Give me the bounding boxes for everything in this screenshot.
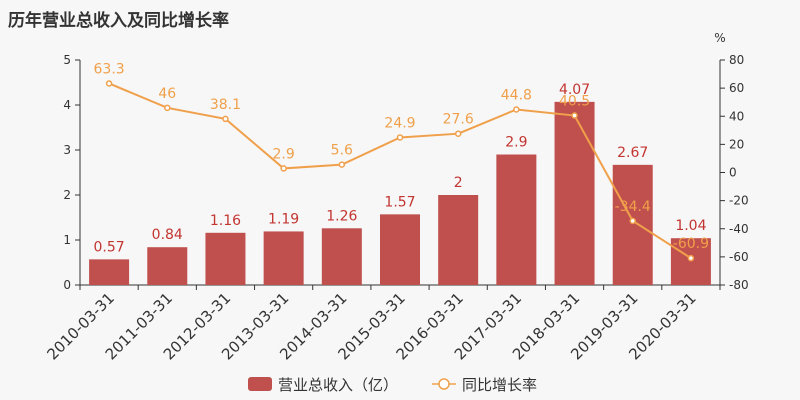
- growth-point: [280, 165, 287, 172]
- growth-value-label: 2.9: [273, 146, 295, 162]
- y-left-tick-label: 0: [63, 278, 71, 292]
- x-ticks: 2010-03-312011-03-312012-03-312013-03-31…: [44, 285, 721, 363]
- bar-value-label: 1.19: [268, 211, 299, 227]
- growth-point: [687, 254, 695, 262]
- growth-value-label: 24.9: [384, 115, 415, 131]
- growth-value-label: -60.9: [673, 236, 709, 252]
- legend-bar-label: 营业总收入（亿）: [278, 376, 398, 394]
- bar-value-label: 1.16: [210, 213, 241, 229]
- y-right-tick-label: 40: [729, 109, 744, 123]
- growth-value-label: 46: [158, 86, 176, 102]
- growth-point: [338, 161, 346, 168]
- bar: [205, 232, 246, 285]
- y-left-tick-label: 3: [63, 143, 71, 157]
- growth-value-label: 63.3: [94, 61, 125, 77]
- bar: [89, 259, 130, 285]
- legend-line-label: 同比增长率: [462, 376, 537, 394]
- bar: [670, 238, 711, 285]
- bar: [263, 231, 304, 285]
- bar: [612, 164, 653, 285]
- y-left-tick-label: 1: [63, 233, 71, 247]
- legend-bar-swatch: [248, 377, 272, 391]
- growth-value-label: 44.8: [501, 88, 532, 104]
- y-right-tick-label: -60: [729, 250, 749, 264]
- bar-value-label: 2.67: [617, 145, 648, 161]
- growth-point: [513, 106, 520, 113]
- growth-point: [629, 217, 636, 225]
- bar: [554, 101, 595, 285]
- growth-value-label: 40.5: [559, 94, 590, 110]
- growth-point: [222, 115, 229, 123]
- y-left-tick-label: 5: [63, 53, 71, 67]
- y-right-tick-label: 80: [729, 53, 744, 67]
- y-left-tick-label: 4: [63, 98, 71, 112]
- y-left-tick-label: 2: [63, 188, 71, 202]
- bar-value-label: 1.57: [384, 194, 415, 210]
- bar: [147, 247, 188, 285]
- growth-point: [571, 112, 578, 119]
- bar-value-label: 0.57: [94, 239, 125, 255]
- y-right-tick-label: 60: [729, 81, 744, 95]
- y-right-tick-label: -40: [729, 222, 749, 236]
- growth-line: [105, 80, 695, 262]
- growth-point: [396, 134, 404, 141]
- bar-value-label: 2.9: [505, 135, 527, 151]
- growth-value-label: 5.6: [331, 143, 353, 159]
- y-right-tick-label: 20: [729, 137, 744, 151]
- bar-value-label: 1.26: [326, 208, 357, 224]
- growth-point: [164, 104, 171, 112]
- y-right-tick-label: 0: [729, 166, 737, 180]
- growth-labels: 63.3 46 38.1 2.9 5.6 24.9 27.6 44.8 40.5 -34.4 -60…: [94, 61, 710, 252]
- y-right-tick-label: -20: [729, 194, 749, 208]
- bar: [380, 214, 420, 285]
- growth-point: [105, 80, 113, 87]
- bar-value-label: 0.84: [152, 227, 183, 243]
- legend: 营业总收入（亿） 同比增长率: [248, 376, 537, 394]
- y-right-tick-label: -80: [729, 278, 749, 292]
- growth-point: [454, 130, 462, 137]
- growth-value-label: 27.6: [443, 112, 474, 128]
- bar: [321, 228, 362, 285]
- legend-line-marker: [438, 378, 450, 390]
- bar-value-label: 2: [454, 175, 463, 191]
- bar-labels: 0.57 0.84 1.16 1.19 1.26 1.57 2 2.9 4.07 2.67 1.04: [94, 82, 707, 256]
- bar: [496, 154, 537, 285]
- growth-value-label: 38.1: [210, 97, 241, 113]
- y-right-unit: %: [714, 31, 725, 45]
- chart-title: 历年营业总收入及同比增长率: [8, 11, 229, 31]
- growth-value-label: -34.4: [615, 199, 651, 215]
- bar: [438, 195, 479, 285]
- bars: [89, 101, 711, 285]
- bar-value-label: 4.07: [559, 82, 590, 98]
- bar-value-label: 1.04: [675, 218, 706, 234]
